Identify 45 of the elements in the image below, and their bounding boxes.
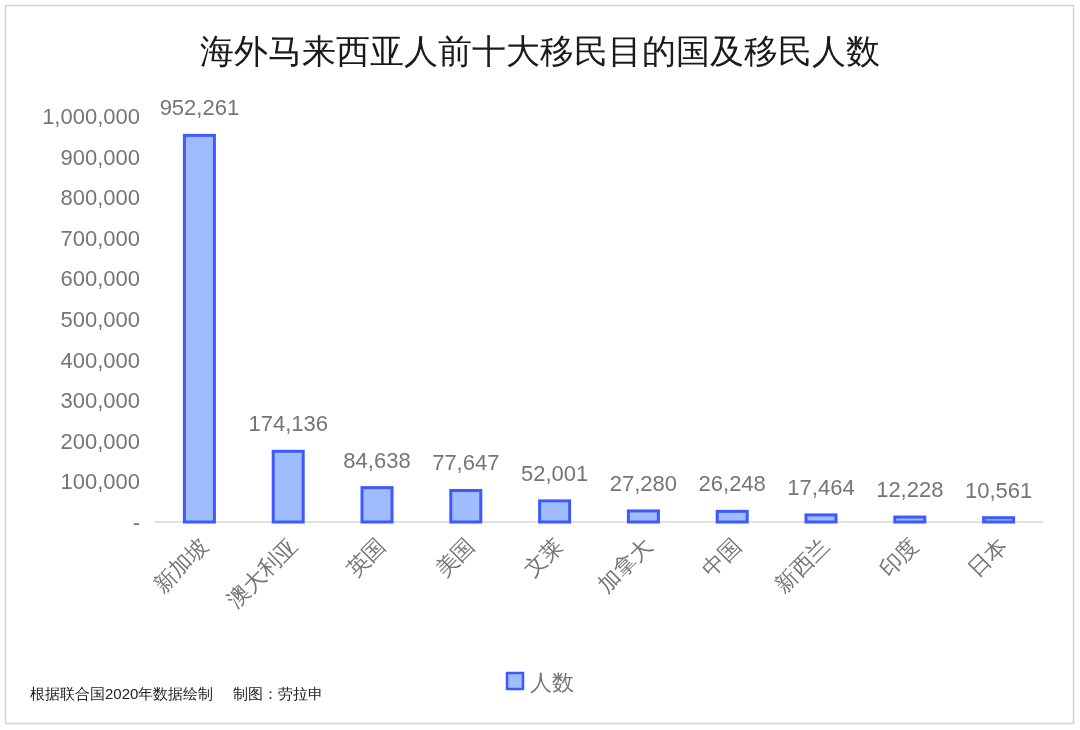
bar — [449, 488, 483, 524]
y-tick-label: 900,000 — [60, 144, 140, 170]
y-tick-label: 800,000 — [60, 185, 140, 211]
data-label: 17,464 — [787, 474, 855, 500]
y-tick-label: - — [132, 510, 140, 535]
bar — [982, 516, 1016, 524]
y-tick-label: 700,000 — [60, 225, 140, 251]
y-tick-label: 200,000 — [60, 428, 140, 454]
data-label: 26,248 — [698, 471, 766, 497]
y-tick-label: 500,000 — [60, 307, 140, 332]
y-tick-label: 400,000 — [60, 347, 140, 373]
bar — [538, 499, 572, 524]
data-label: 77,647 — [432, 450, 500, 476]
text: 根据联合国2020年数据绘制 — [30, 685, 214, 702]
data-label: 174,136 — [248, 411, 328, 437]
data-label: 84,638 — [343, 447, 411, 473]
bar — [360, 486, 394, 524]
text: 制图：劳拉申 — [233, 685, 324, 702]
x-tick-label: 澳大利亚 — [221, 532, 302, 613]
x-tick-label: 日本 — [963, 532, 1013, 582]
x-tick-label: 中国 — [696, 532, 746, 582]
bar — [715, 509, 749, 524]
legend-label: 人数 — [530, 670, 574, 695]
bar — [804, 513, 838, 524]
x-tick-label: 新西兰 — [770, 532, 835, 598]
bar — [893, 515, 927, 524]
x-tick-label: 文莱 — [519, 532, 569, 582]
data-label: 952,261 — [159, 95, 240, 121]
x-tick-label: 加拿大 — [592, 532, 657, 598]
bar — [271, 449, 305, 524]
data-label: 52,001 — [520, 460, 589, 486]
data-label: 12,228 — [876, 477, 944, 503]
y-tick-label: 600,000 — [60, 266, 140, 292]
data-label: 10,561 — [964, 477, 1033, 503]
bar — [626, 509, 660, 524]
bar — [182, 133, 216, 524]
data-label: 27,280 — [609, 470, 678, 496]
x-tick-label: 新加坡 — [148, 532, 213, 598]
y-tick-label: 100,000 — [60, 469, 140, 495]
chart-title: 海外马来西亚人前十大移民目的国及移民人数 — [200, 32, 880, 70]
x-tick-label: 美国 — [430, 532, 480, 582]
y-tick-label: 300,000 — [60, 388, 140, 414]
y-tick-label: 1,000,000 — [42, 104, 140, 129]
x-tick-label: 英国 — [341, 532, 391, 582]
x-tick-label: 印度 — [874, 532, 924, 582]
